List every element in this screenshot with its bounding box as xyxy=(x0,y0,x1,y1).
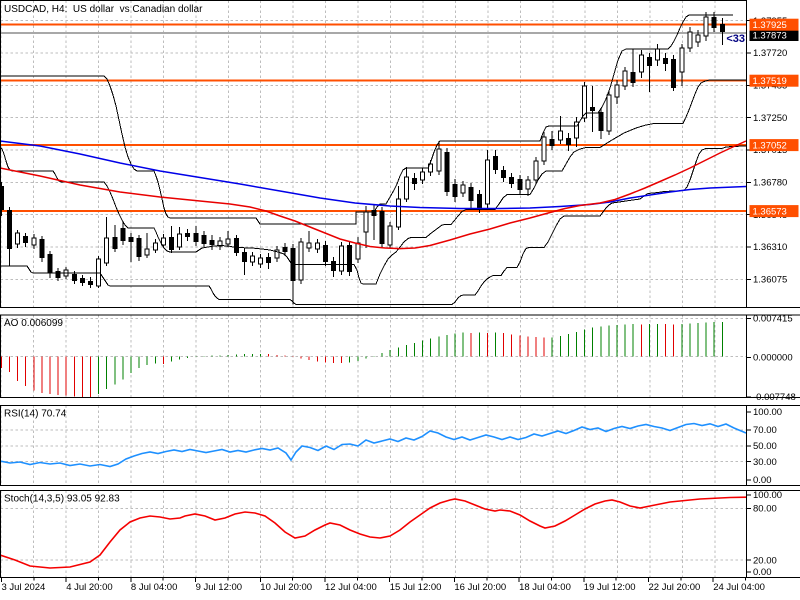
svg-text:-0.007748: -0.007748 xyxy=(753,392,796,403)
svg-text:80.00: 80.00 xyxy=(753,504,777,515)
svg-text:15 Jul 12:00: 15 Jul 12:00 xyxy=(390,582,442,593)
svg-text:Stoch(14,3,5) 93.05 92.83: Stoch(14,3,5) 93.05 92.83 xyxy=(4,494,120,505)
svg-text:1.37720: 1.37720 xyxy=(753,48,787,59)
svg-text:3 Jul 2024: 3 Jul 2024 xyxy=(2,582,46,593)
svg-text:4 Jul 20:00: 4 Jul 20:00 xyxy=(66,582,112,593)
svg-text:0.007415: 0.007415 xyxy=(753,314,793,325)
svg-text:RSI(14) 70.74: RSI(14) 70.74 xyxy=(4,409,67,420)
svg-text:1.36075: 1.36075 xyxy=(753,275,787,286)
svg-text:1.37925: 1.37925 xyxy=(753,20,787,31)
svg-text:24 Jul 04:00: 24 Jul 04:00 xyxy=(713,582,765,593)
svg-text:1.37250: 1.37250 xyxy=(753,113,787,124)
svg-text:1.37519: 1.37519 xyxy=(753,76,787,87)
svg-text:18 Jul 04:00: 18 Jul 04:00 xyxy=(519,582,571,593)
svg-text:10 Jul 20:00: 10 Jul 20:00 xyxy=(260,582,312,593)
svg-text:100.00: 100.00 xyxy=(753,490,782,501)
svg-text:16 Jul 20:00: 16 Jul 20:00 xyxy=(454,582,506,593)
svg-text:0.00: 0.00 xyxy=(753,567,772,578)
svg-text:1.36780: 1.36780 xyxy=(753,178,787,189)
svg-text:USDCAD, H4: US dollar vs Can: USDCAD, H4: US dollar vs Canadian dollar xyxy=(4,4,203,15)
svg-text:12 Jul 04:00: 12 Jul 04:00 xyxy=(325,582,377,593)
svg-text:1.37873: 1.37873 xyxy=(753,30,787,41)
svg-text:100.00: 100.00 xyxy=(753,407,782,418)
svg-text:1.36573: 1.36573 xyxy=(753,207,787,218)
svg-text:50.00: 50.00 xyxy=(753,441,777,452)
svg-text:22 Jul 20:00: 22 Jul 20:00 xyxy=(649,582,701,593)
svg-text:AO 0.006099: AO 0.006099 xyxy=(4,318,63,329)
svg-text:9 Jul 12:00: 9 Jul 12:00 xyxy=(196,582,242,593)
svg-text:19 Jul 12:00: 19 Jul 12:00 xyxy=(584,582,636,593)
svg-text:0.00: 0.00 xyxy=(753,475,772,486)
svg-text:8 Jul 04:00: 8 Jul 04:00 xyxy=(131,582,177,593)
svg-text:20.00: 20.00 xyxy=(753,555,777,566)
svg-text:1.37052: 1.37052 xyxy=(753,141,787,152)
svg-text:70.00: 70.00 xyxy=(753,425,777,436)
svg-text:<33: <33 xyxy=(726,33,745,45)
svg-text:1.36310: 1.36310 xyxy=(753,242,787,253)
svg-text:0.000000: 0.000000 xyxy=(753,353,793,364)
svg-text:30.00: 30.00 xyxy=(753,457,777,468)
